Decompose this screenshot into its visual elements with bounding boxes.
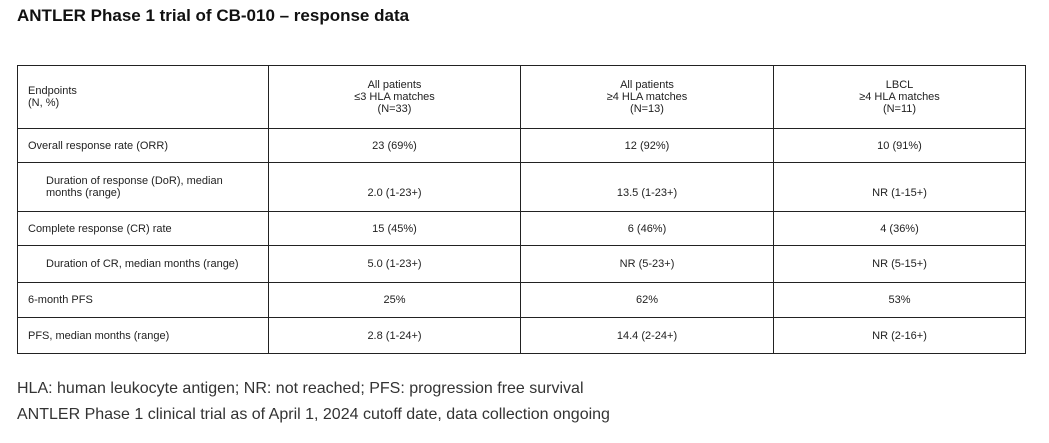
header-line: ≤3 HLA matches (354, 91, 435, 103)
header-col-1: All patients ≤3 HLA matches (N=33) (268, 65, 521, 129)
table-header-row: Endpoints (N, %) All patients ≤3 HLA match… (17, 65, 1026, 129)
cell: NR (2-16+) (773, 317, 1026, 354)
header-line: Endpoints (28, 85, 77, 97)
header-line: All patients (367, 79, 422, 91)
cell: 23 (69%) (268, 128, 521, 163)
row-label: Overall response rate (ORR) (17, 128, 269, 163)
cell: 14.4 (2-24+) (520, 317, 774, 354)
header-line: (N=13) (630, 103, 664, 115)
cell: 2.0 (1-23+) (268, 162, 521, 212)
response-data-table: Endpoints (N, %) All patients ≤3 HLA match… (17, 65, 1026, 354)
row-label: Duration of CR, median months (range) (17, 245, 269, 283)
cell: 15 (45%) (268, 211, 521, 246)
header-line: LBCL (885, 79, 914, 91)
cell: 62% (520, 282, 774, 318)
cell: 13.5 (1-23+) (520, 162, 774, 212)
row-label: Duration of response (DoR), median month… (17, 162, 269, 212)
row-label: 6-month PFS (17, 282, 269, 318)
table-row: Overall response rate (ORR) 23 (69%) 12 … (17, 128, 1026, 163)
cell: 6 (46%) (520, 211, 774, 246)
header-col-3: LBCL ≥4 HLA matches (N=11) (773, 65, 1026, 129)
row-label: PFS, median months (range) (17, 317, 269, 354)
cell: 53% (773, 282, 1026, 318)
header-line: All patients (620, 79, 674, 91)
table-row: Duration of CR, median months (range) 5.… (17, 245, 1026, 283)
cell: 5.0 (1-23+) (268, 245, 521, 283)
header-line: (N=11) (882, 103, 917, 115)
table-row: Duration of response (DoR), median month… (17, 162, 1026, 212)
header-line: ≥4 HLA matches (859, 91, 940, 103)
table-row: PFS, median months (range) 2.8 (1-24+) 1… (17, 317, 1026, 354)
table-row: Complete response (CR) rate 15 (45%) 6 (… (17, 211, 1026, 246)
page-title: ANTLER Phase 1 trial of CB-010 – respons… (17, 6, 410, 25)
header-line: (N, %) (28, 97, 60, 109)
cell: 25% (268, 282, 521, 318)
footnote-abbreviations: HLA: human leukocyte antigen; NR: not re… (17, 380, 584, 397)
cell: 12 (92%) (520, 128, 774, 163)
cell: NR (5-23+) (520, 245, 774, 283)
cell: 10 (91%) (773, 128, 1026, 163)
header-line: ≥4 HLA matches (606, 91, 688, 103)
cell: NR (1-15+) (773, 162, 1026, 212)
cell: 2.8 (1-24+) (268, 317, 521, 354)
cell: NR (5-15+) (773, 245, 1026, 283)
footnote-cutoff: ANTLER Phase 1 clinical trial as of Apri… (17, 406, 610, 423)
header-line: (N=33) (377, 103, 412, 115)
header-endpoints: Endpoints (N, %) (17, 65, 269, 129)
cell: 4 (36%) (773, 211, 1026, 246)
row-label: Complete response (CR) rate (17, 211, 269, 246)
table-row: 6-month PFS 25% 62% 53% (17, 282, 1026, 318)
header-col-2: All patients ≥4 HLA matches (N=13) (520, 65, 774, 129)
